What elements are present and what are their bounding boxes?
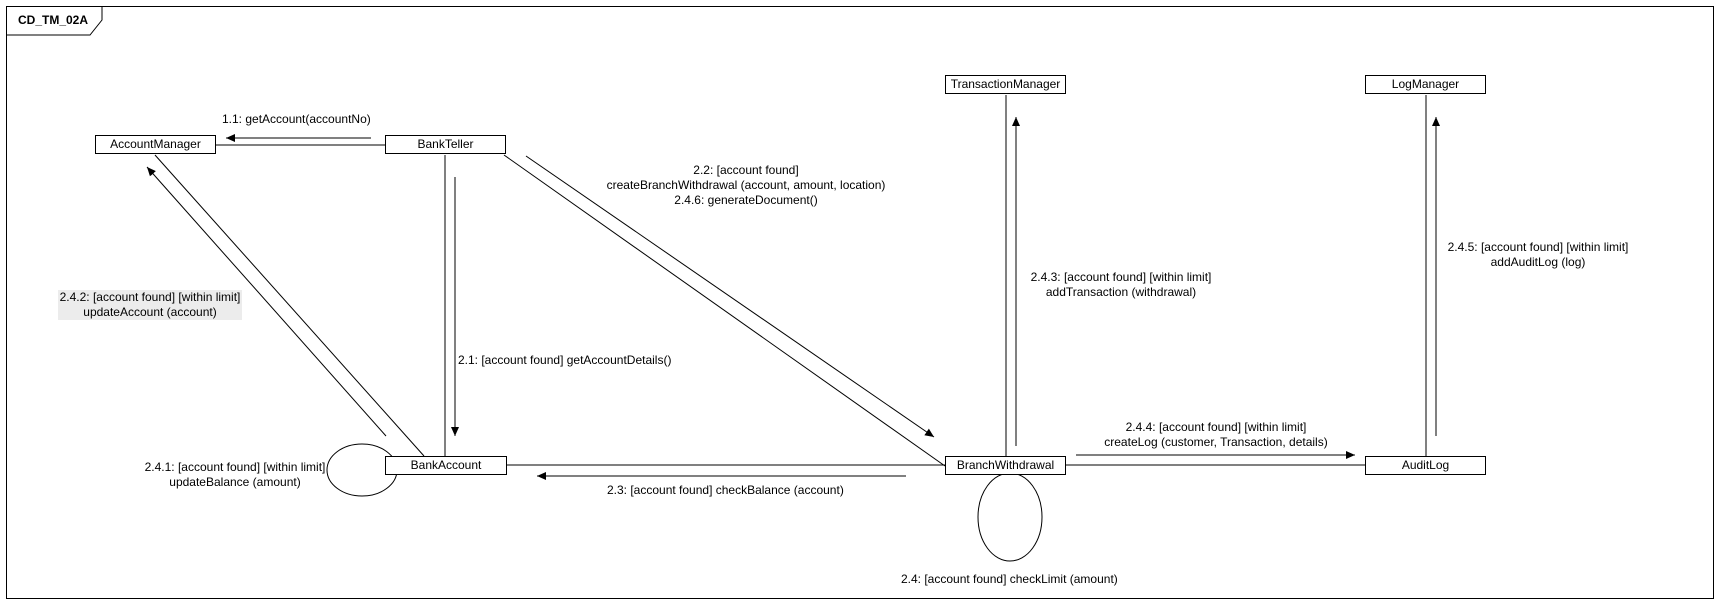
message-2-2-line2: createBranchWithdrawal (account, amount,…	[606, 178, 886, 192]
message-2-4-4: 2.4.4: [account found] [within limit] cr…	[1086, 420, 1346, 450]
arrow-m2-2	[525, 155, 935, 438]
message-2-1: 2.1: [account found] getAccountDetails()	[458, 353, 672, 367]
message-2-3: 2.3: [account found] checkBalance (accou…	[607, 483, 844, 497]
message-2-4-1: 2.4.1: [account found] [within limit] up…	[140, 460, 330, 490]
link-bankteller-branchwithdrawal	[503, 154, 946, 467]
object-branch-withdrawal[interactable]: BranchWithdrawal	[945, 456, 1066, 475]
message-2-4-2-line2: updateAccount (account)	[83, 305, 217, 319]
frame-tab	[6, 6, 103, 36]
message-1-1: 1.1: getAccount(accountNo)	[222, 112, 371, 126]
message-2-4-2-line1: 2.4.2: [account found] [within limit]	[59, 290, 241, 304]
object-audit-log[interactable]: AuditLog	[1365, 456, 1486, 475]
object-log-manager[interactable]: LogManager	[1365, 75, 1486, 94]
message-2-4-5-line1: 2.4.5: [account found] [within limit]	[1447, 240, 1629, 254]
message-2-4-2: 2.4.2: [account found] [within limit] up…	[58, 290, 242, 320]
frame-title: CD_TM_02A	[18, 13, 89, 27]
self-link-branchwithdrawal	[977, 472, 1043, 562]
message-2-4-4-line1: 2.4.4: [account found] [within limit]	[1125, 420, 1307, 434]
object-bank-account[interactable]: BankAccount	[385, 456, 507, 475]
object-transaction-manager[interactable]: TransactionManager	[945, 75, 1066, 94]
message-2-4-1-line1: 2.4.1: [account found] [within limit]	[144, 460, 326, 474]
message-2-2-line1: 2.2: [account found]	[693, 163, 799, 177]
message-2-2: 2.2: [account found] createBranchWithdra…	[596, 163, 896, 208]
arrow-m2-4-2	[146, 166, 387, 437]
message-2-4-5-line2: addAuditLog (log)	[1490, 255, 1586, 269]
message-2-4-3: 2.4.3: [account found] [within limit] ad…	[1021, 270, 1221, 300]
message-2-4-3-line1: 2.4.3: [account found] [within limit]	[1030, 270, 1212, 284]
object-account-manager[interactable]: AccountManager	[95, 135, 216, 154]
object-bank-teller[interactable]: BankTeller	[385, 135, 506, 154]
message-2-4-4-line2: createLog (customer, Transaction, detail…	[1104, 435, 1328, 449]
diagram-frame	[6, 6, 1714, 599]
message-2-4-5: 2.4.5: [account found] [within limit] ad…	[1438, 240, 1638, 270]
link-accountmanager-bankaccount	[154, 154, 425, 457]
message-2-4-3-line2: addTransaction (withdrawal)	[1045, 285, 1197, 299]
message-2-4-1-line2: updateBalance (amount)	[169, 475, 301, 489]
message-2-4: 2.4: [account found] checkLimit (amount)	[901, 572, 1118, 586]
message-2-2-line3: 2.4.6: generateDocument()	[674, 193, 818, 207]
